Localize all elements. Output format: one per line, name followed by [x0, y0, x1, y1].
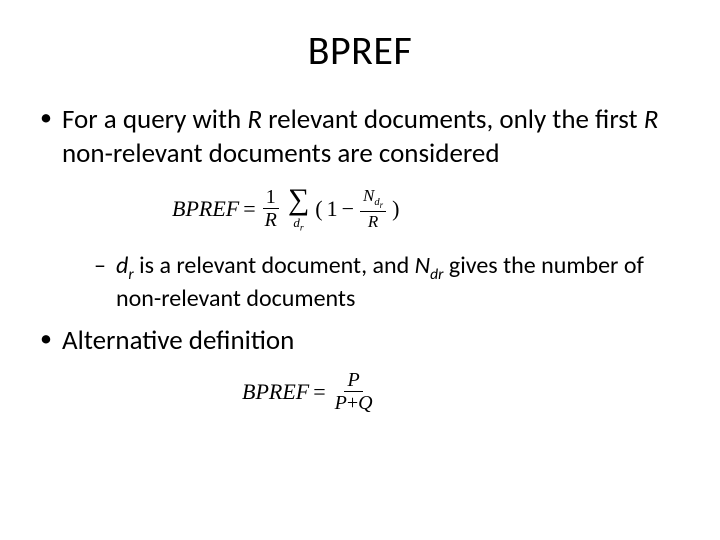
bullet-2: Alternative definition BPREF = P P+Q	[36, 324, 684, 413]
frac-num-1: 1	[263, 187, 279, 209]
frac-P-over-PQ: P P+Q	[332, 370, 376, 413]
slide: BPREF For a query with R relevant docume…	[0, 0, 720, 540]
sigma-icon: ∑	[288, 185, 309, 215]
formula-1-container: BPREF = 1 R ∑ dr ( 1 − Ndr R	[172, 185, 684, 233]
bullet-1-R1: R	[247, 103, 262, 136]
summation: ∑ dr	[288, 185, 309, 233]
frac2-den-R: R	[365, 212, 381, 230]
formula-2: BPREF = P P+Q	[242, 370, 378, 413]
frac3-den-plus: +	[347, 392, 358, 414]
sub-N: N	[415, 251, 430, 280]
one-term: 1	[327, 195, 338, 223]
formula-1-lhs: BPREF	[172, 195, 239, 223]
sub-text-mid: is a relevant document, and	[134, 251, 415, 280]
open-paren: (	[315, 195, 322, 223]
sigma-index-r: r	[300, 222, 304, 233]
bullet-1: For a query with R relevant documents, o…	[36, 103, 684, 314]
frac3-num-P: P	[344, 370, 362, 392]
frac-Ndr-over-R: Ndr R	[360, 187, 386, 230]
bullet-1-text-pre: For a query with	[62, 103, 247, 136]
bullet-1-text-mid: relevant documents, only the first	[262, 103, 644, 136]
frac2-N: N	[363, 186, 374, 205]
frac3-den: P+Q	[332, 392, 376, 413]
frac2-sub-r: r	[380, 200, 383, 210]
equals-sign-2: =	[313, 378, 325, 406]
frac3-den-P: P	[335, 392, 347, 414]
frac3-den-Q: Q	[358, 392, 372, 414]
sub-dr-d: d	[116, 251, 128, 280]
formula-2-container: BPREF = P P+Q	[242, 370, 684, 413]
formula-2-lhs: BPREF	[242, 378, 309, 406]
frac2-sub: dr	[374, 197, 383, 208]
bullet-1-text-post: non-relevant documents are considered	[62, 137, 500, 170]
equals-sign: =	[243, 195, 255, 223]
minus-sign: −	[342, 195, 354, 223]
sub-Ndr: dr	[430, 265, 443, 284]
bullet-1-R2: R	[644, 103, 659, 136]
sigma-index: dr	[293, 216, 303, 233]
formula-1: BPREF = 1 R ∑ dr ( 1 − Ndr R	[172, 185, 399, 233]
frac-den-R: R	[262, 209, 280, 230]
frac-1-over-R: 1 R	[262, 187, 280, 230]
close-paren: )	[392, 195, 399, 223]
sub-bullet-list: dr is a relevant document, and Ndr gives…	[92, 251, 684, 314]
slide-title: BPREF	[36, 26, 684, 75]
frac2-num: Ndr	[360, 187, 386, 212]
sub-bullet-1: dr is a relevant document, and Ndr gives…	[92, 251, 684, 314]
bullet-2-text: Alternative definition	[62, 324, 294, 357]
bullet-list: For a query with R relevant documents, o…	[36, 103, 684, 413]
